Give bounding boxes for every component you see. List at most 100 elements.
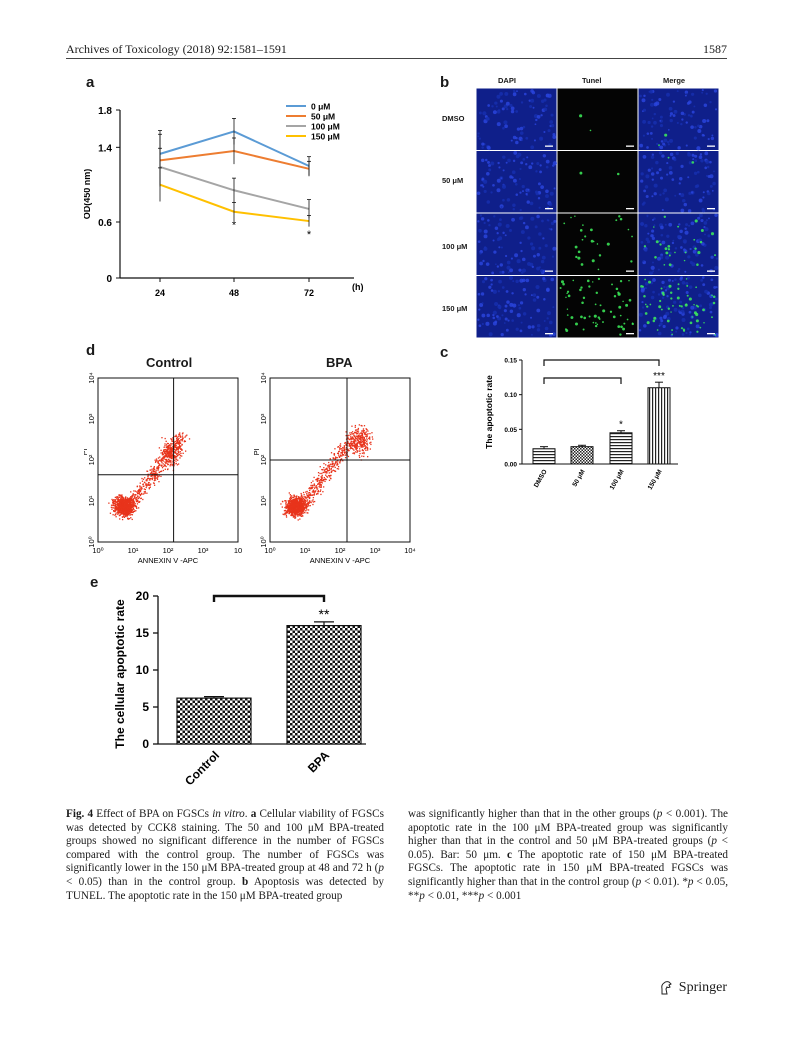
event-point <box>360 439 362 442</box>
event-point <box>166 468 169 471</box>
event-point <box>294 499 296 501</box>
event-point <box>176 436 178 438</box>
event-point <box>334 470 337 473</box>
nucleus-dot <box>706 119 710 123</box>
event-point <box>286 512 289 514</box>
event-point <box>113 499 115 501</box>
event-point <box>126 509 128 511</box>
nucleus-dot <box>678 182 681 185</box>
event-point <box>129 502 131 505</box>
event-point <box>287 507 289 509</box>
event-point <box>161 451 164 454</box>
nucleus-dot <box>659 316 663 320</box>
tunel-dot <box>612 315 616 319</box>
event-point <box>117 511 119 513</box>
event-point <box>290 514 292 517</box>
nucleus-dot <box>479 261 483 266</box>
event-point <box>320 484 323 486</box>
event-point <box>167 445 169 447</box>
y-axis-label: OD(450 nm) <box>84 169 92 220</box>
nucleus-dot <box>688 310 692 314</box>
event-point <box>355 432 357 434</box>
event-point <box>151 473 153 475</box>
event-point <box>359 443 361 445</box>
event-point <box>165 450 168 452</box>
event-point <box>130 508 132 510</box>
nucleus-dot <box>501 286 505 289</box>
nucleus-dot <box>542 269 546 273</box>
nucleus-dot <box>707 137 710 141</box>
event-point <box>148 487 150 489</box>
nucleus-dot <box>498 166 501 169</box>
event-point <box>176 453 178 455</box>
event-point <box>126 507 129 510</box>
nucleus-dot <box>531 90 536 95</box>
x-tick-label: BPA <box>305 748 332 775</box>
event-point <box>304 499 307 502</box>
nucleus-dot <box>690 125 694 129</box>
event-point <box>124 512 127 514</box>
event-point <box>151 478 153 481</box>
tunel-dot <box>595 322 597 324</box>
nucleus-dot <box>678 223 681 226</box>
event-point <box>130 507 132 509</box>
event-point <box>365 428 367 430</box>
event-point <box>301 503 304 505</box>
event-point <box>326 472 328 474</box>
event-point <box>179 435 182 438</box>
tunel-dot <box>688 297 692 301</box>
figure-caption-left: Fig. 4 Effect of BPA on FGSCs in vitro. … <box>66 808 384 902</box>
nucleus-dot <box>480 292 485 296</box>
event-point <box>114 508 116 511</box>
nucleus-dot <box>705 159 710 164</box>
event-point <box>118 496 120 499</box>
nucleus-dot <box>687 255 691 259</box>
event-point <box>113 507 115 509</box>
event-point <box>359 452 361 455</box>
scale-bar <box>707 145 715 147</box>
event-point <box>165 459 167 461</box>
nucleus-dot <box>496 178 501 183</box>
event-point <box>139 489 141 492</box>
nucleus-dot <box>480 184 483 187</box>
event-point <box>169 448 171 450</box>
event-point <box>293 515 295 517</box>
nucleus-dot <box>531 325 535 329</box>
tunel-dot <box>580 286 583 289</box>
event-point <box>164 456 167 458</box>
event-point <box>116 503 119 506</box>
nucleus-dot <box>536 214 540 219</box>
nucleus-dot <box>550 221 555 226</box>
event-point <box>158 466 160 469</box>
event-point <box>122 499 124 501</box>
tunel-dot <box>659 299 662 303</box>
event-point <box>294 508 296 511</box>
event-point <box>164 452 167 455</box>
event-point <box>308 491 311 494</box>
tunel-dot <box>659 243 662 246</box>
event-point <box>115 504 117 507</box>
event-point <box>136 491 138 493</box>
nucleus-dot <box>671 178 675 181</box>
event-point <box>124 505 126 507</box>
nucleus-dot <box>680 208 685 213</box>
nucleus-dot <box>520 271 524 274</box>
event-point <box>118 509 121 512</box>
nucleus-dot <box>684 230 689 235</box>
event-point <box>125 498 127 501</box>
event-point <box>310 487 313 489</box>
tunel-dot <box>596 323 599 326</box>
event-point <box>161 452 164 455</box>
event-point <box>114 506 117 508</box>
event-point <box>313 500 316 503</box>
nucleus-dot <box>501 270 505 274</box>
event-point <box>313 484 315 486</box>
event-point <box>297 505 299 507</box>
event-point <box>184 450 187 452</box>
nucleus-dot <box>504 91 509 96</box>
nucleus-dot <box>511 319 514 322</box>
event-point <box>354 440 356 442</box>
nucleus-dot <box>693 105 696 108</box>
event-point <box>131 509 133 512</box>
